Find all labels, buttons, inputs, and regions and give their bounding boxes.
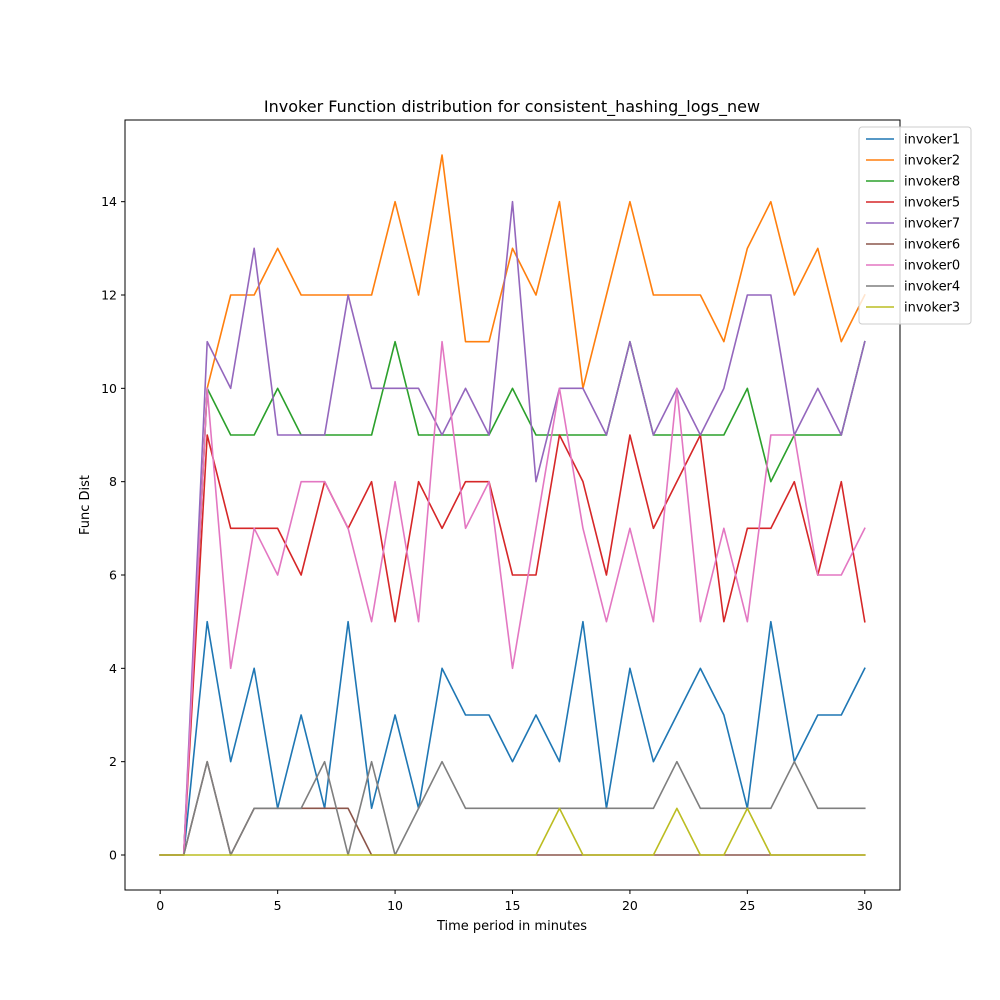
- x-axis-label: Time period in minutes: [436, 919, 587, 934]
- y-tick-label: 0: [109, 848, 117, 863]
- legend-label-invoker3: invoker3: [904, 301, 960, 316]
- legend-label-invoker7: invoker7: [904, 217, 960, 232]
- chart-title: Invoker Function distribution for consis…: [264, 97, 760, 117]
- series-line-invoker7: [159, 200, 866, 856]
- x-tick-label: 10: [387, 898, 403, 913]
- legend: invoker1 invoker2 invoker8 invoker5 invoker7…: [858, 126, 972, 325]
- legend-label-invoker8: invoker8: [904, 175, 960, 190]
- legend-label-invoker4: invoker4: [904, 280, 960, 295]
- x-tick-label: 5: [274, 898, 282, 913]
- x-tick-label: 20: [622, 898, 638, 913]
- legend-box: [858, 126, 972, 325]
- y-tick-label: 14: [101, 194, 117, 209]
- series-layer: [159, 154, 866, 856]
- x-tick-label: 30: [857, 898, 873, 913]
- y-tick-label: 2: [109, 754, 117, 769]
- y-tick-label: 6: [109, 568, 117, 583]
- x-tick-label: 0: [156, 898, 164, 913]
- y-tick-label: 4: [109, 661, 117, 676]
- y-axis-label: Func Dist: [78, 475, 93, 535]
- y-axis: 0 2 4 6 8 10 12 14: [101, 194, 125, 863]
- series-line-invoker2: [159, 154, 866, 856]
- legend-label-invoker6: invoker6: [904, 238, 960, 253]
- legend-label-invoker0: invoker0: [904, 259, 960, 274]
- y-tick-label: 8: [109, 474, 117, 489]
- y-tick-label: 12: [101, 288, 117, 303]
- series-line-invoker8: [159, 340, 866, 856]
- y-tick-label: 10: [101, 381, 117, 396]
- x-tick-label: 25: [739, 898, 755, 913]
- legend-label-invoker5: invoker5: [904, 196, 960, 211]
- legend-label-invoker2: invoker2: [904, 154, 960, 169]
- x-axis: 0 5 10 15 20 25 30: [156, 890, 873, 913]
- series-line-invoker5: [159, 434, 866, 856]
- legend-label-invoker1: invoker1: [904, 133, 960, 148]
- series-line-invoker0: [159, 340, 866, 856]
- series-line-invoker3: [159, 807, 866, 856]
- x-tick-label: 15: [505, 898, 521, 913]
